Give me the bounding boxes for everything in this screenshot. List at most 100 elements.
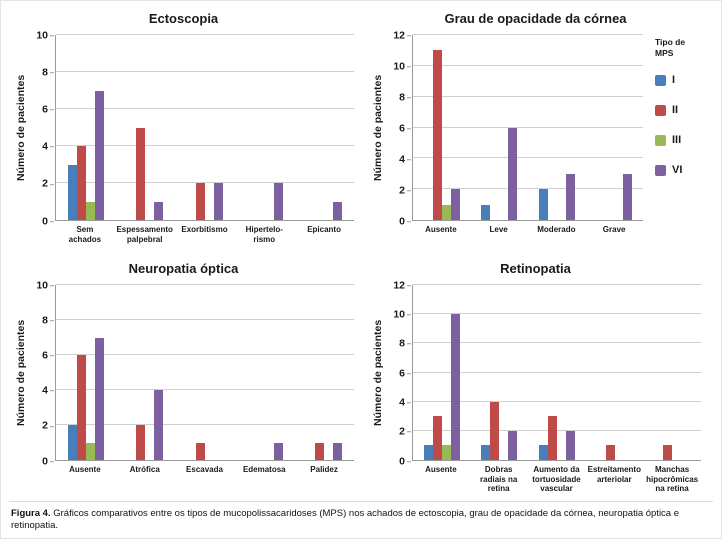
bar-group <box>116 35 176 220</box>
bar-group <box>235 285 295 460</box>
y-tick-label: 6 <box>42 349 54 362</box>
bar-mps-VI <box>508 430 518 460</box>
y-tick-label: 0 <box>42 454 54 467</box>
gridline <box>413 157 643 159</box>
y-tick-label: 8 <box>399 90 411 103</box>
y-axis-title: Número de pacientes <box>372 319 384 427</box>
y-tick-label: 2 <box>42 419 54 432</box>
y-tick-label: 6 <box>399 121 411 134</box>
chart-body: Número de pacientes 0 2 4 6 8 10 Ausente Atróf… <box>13 280 354 497</box>
y-tick-label: 4 <box>399 396 411 409</box>
x-axis-label: Grave <box>602 225 626 234</box>
bar-mps-II <box>432 50 442 220</box>
legend-entries: I II III VI <box>655 74 682 194</box>
bar-group <box>294 285 354 460</box>
gridline <box>56 71 354 72</box>
x-axis-label: Leve <box>489 225 508 234</box>
legend-entry: II <box>655 104 682 116</box>
legend-label: I <box>672 74 676 87</box>
bar-mps-VI <box>333 201 343 220</box>
x-axis-label: Espessamento palpebral <box>116 225 173 244</box>
gridline <box>413 34 643 35</box>
gridline <box>413 64 643 66</box>
chart-body: Número de pacientes 0 2 4 6 8 10 12 Ausente Dob… <box>370 280 701 497</box>
y-axis-title: Número de pacientes <box>372 74 384 182</box>
legend-entry: VI <box>655 164 682 176</box>
gridline <box>56 389 354 390</box>
bar-group <box>56 35 116 220</box>
x-axis-labels: Ausente Atrófica Escavada Edematosa Palidez <box>55 461 354 497</box>
chart-ectoscopia: Ectoscopia Número de pacientes 0 2 4 6 8 10 S… <box>9 7 366 257</box>
bar-group <box>528 285 586 460</box>
gridline <box>56 319 354 320</box>
y-tick-label: 4 <box>42 140 54 153</box>
bar-mps-I <box>67 425 77 460</box>
y-tick-label: 10 <box>393 308 411 321</box>
x-axis-label: Estreitamento arteriolar <box>587 465 641 484</box>
gridline <box>56 182 354 183</box>
x-axis-label: Ausente <box>425 465 457 474</box>
y-tick-label: 12 <box>393 278 411 291</box>
bar-group <box>643 285 701 460</box>
bar-group <box>471 285 529 460</box>
gridline <box>56 145 354 146</box>
gridline <box>413 284 701 285</box>
bar-group <box>56 285 116 460</box>
bar-group <box>586 285 644 460</box>
chart-title: Ectoscopia <box>148 11 219 26</box>
bar-mps-II <box>432 416 442 460</box>
x-axis-label: Epicanto <box>307 225 341 234</box>
y-tick-label: 12 <box>393 28 411 41</box>
bar-group <box>116 285 176 460</box>
bar-mps-I <box>538 189 548 220</box>
bar-mps-VI <box>273 183 283 220</box>
bar-mps-VI <box>623 173 633 220</box>
y-tick-label: 10 <box>393 59 411 72</box>
bar-mps-III <box>441 204 451 220</box>
y-tick-label: 8 <box>42 313 54 326</box>
legend-label: III <box>672 134 682 147</box>
x-axis-label: Ausente <box>69 465 101 474</box>
y-tick-label: 6 <box>42 103 54 116</box>
bar-mps-VI <box>450 314 460 460</box>
x-axis-label: Edematosa <box>242 465 286 474</box>
bar-mps-II <box>76 355 86 460</box>
gridline <box>413 313 701 315</box>
y-tick-label: 4 <box>399 152 411 165</box>
y-axis-ticks: 0 2 4 6 8 10 12 <box>386 280 412 466</box>
bar-group <box>235 35 295 220</box>
plot-area <box>412 34 643 221</box>
bar-group <box>294 35 354 220</box>
gridline <box>56 354 354 355</box>
bar-mps-I <box>423 445 433 460</box>
legend-swatch <box>655 164 666 176</box>
bar-mps-II <box>136 127 146 220</box>
legend-swatch <box>655 74 666 86</box>
bar-mps-VI <box>565 430 575 460</box>
y-axis-ticks: 0 2 4 6 8 10 12 <box>386 30 412 226</box>
y-axis-title: Número de pacientes <box>15 319 27 427</box>
bar-mps-III <box>441 445 451 460</box>
bar-mps-II <box>605 445 615 460</box>
bar-mps-III <box>85 201 95 220</box>
y-tick-label: 2 <box>42 177 54 190</box>
x-axis-label: Dobras radiais na retina <box>480 465 518 494</box>
bar-mps-VI <box>273 442 283 460</box>
y-axis-title: Número de pacientes <box>15 74 27 182</box>
bar-mps-II <box>195 442 205 460</box>
bar-mps-VI <box>450 189 460 220</box>
x-axis-label: Sem achados <box>68 225 102 244</box>
y-tick-label: 10 <box>36 28 54 41</box>
gridline <box>413 188 643 190</box>
bar-mps-II <box>136 425 146 460</box>
y-tick-label: 2 <box>399 425 411 438</box>
chart-neuropatia-optica: Neuropatia óptica Número de pacientes 0 2… <box>9 257 366 497</box>
y-axis-ticks: 0 2 4 6 8 10 <box>29 280 55 466</box>
legend-label: II <box>672 104 679 117</box>
chart-body: Número de pacientes 0 2 4 6 8 10 Sem achados E… <box>13 30 354 257</box>
y-tick-label: 2 <box>399 183 411 196</box>
chart-retinopatia: Retinopatia Número de pacientes 0 2 4 6 8 10 1… <box>366 257 713 497</box>
x-axis-label: Atrófica <box>129 465 160 474</box>
y-tick-label: 6 <box>399 366 411 379</box>
